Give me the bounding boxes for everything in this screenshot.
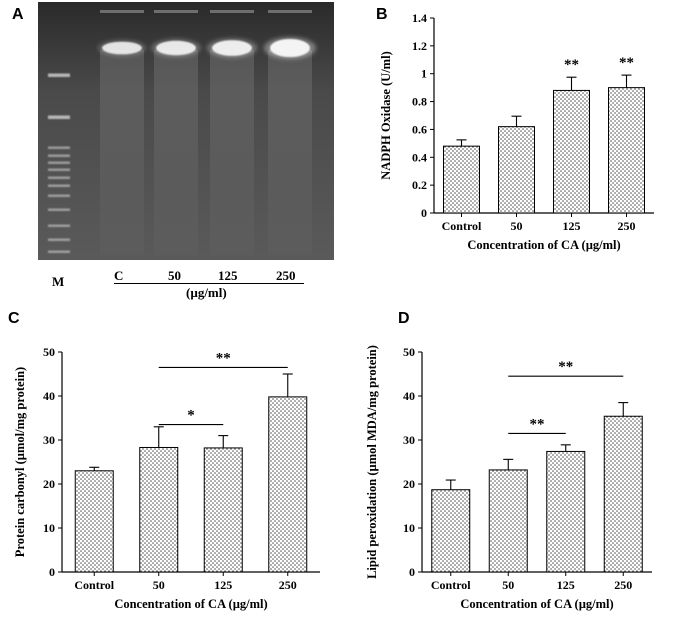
lane-well: [210, 10, 254, 13]
marker-band: [48, 154, 70, 157]
x-tick-label: 250: [279, 578, 297, 592]
bracket-label: **: [530, 416, 545, 432]
bracket-label: **: [216, 350, 231, 366]
bar-250: [268, 396, 308, 573]
marker-band: [48, 224, 70, 227]
bar-125: [203, 447, 243, 573]
bar-Control: [443, 145, 480, 214]
marker-band: [48, 168, 70, 171]
marker-band: [48, 115, 70, 119]
bar-50: [139, 446, 179, 573]
lane-well: [100, 10, 144, 13]
y-tick-label: 40: [43, 389, 55, 403]
bar-50: [488, 469, 528, 573]
y-tick-label: 0: [421, 206, 427, 220]
gel-marker-label: M: [52, 274, 65, 289]
bar-Control: [74, 470, 114, 573]
y-tick-label: 30: [43, 433, 55, 447]
lane-well: [154, 10, 198, 13]
y-axis-title: Protein carbonyl (µmol/mg protein): [13, 367, 27, 557]
x-tick-label: Control: [74, 578, 114, 592]
lane-band: [270, 39, 310, 57]
lane-well: [268, 10, 312, 13]
x-tick-label: 250: [614, 578, 632, 592]
panel-letter-a: A: [12, 6, 24, 23]
y-tick-label: 0.8: [412, 95, 427, 109]
bar-Control: [431, 489, 471, 573]
y-tick-label: 0.4: [412, 150, 427, 164]
lane-smear: [154, 50, 198, 255]
gel-image: [38, 2, 334, 260]
x-tick-label: 50: [511, 219, 523, 233]
x-axis-title: Concentration of CA (µg/ml): [114, 597, 267, 611]
sample-lanes: [97, 10, 316, 255]
y-tick-label: 0: [409, 565, 415, 579]
x-tick-label: Control: [431, 578, 471, 592]
marker-band: [48, 161, 70, 164]
y-tick-label: 10: [43, 521, 55, 535]
x-tick-label: Control: [442, 219, 482, 233]
y-axis-title: NADPH Oxidase (U/ml): [379, 51, 393, 179]
x-axis-title: Concentration of CA (µg/ml): [467, 238, 620, 252]
gel-lane-label-125: 125: [218, 268, 238, 283]
lipid-peroxidation-chart: 0 10 20 30 40 50 Control 50 125 250 ** ** Concentrat…: [365, 345, 652, 611]
marker-band: [48, 184, 70, 187]
nadph-oxidase-chart: 0 0.2 0.4 0.6 0.8 1 1.2 1.4 Control 50 125 250 ** ** C…: [379, 11, 654, 252]
lane-band: [102, 41, 142, 55]
y-tick-label: 50: [403, 345, 415, 359]
gel-unit-line: [114, 283, 304, 284]
lane-smear: [268, 50, 312, 255]
bracket-label: *: [187, 408, 195, 424]
y-tick-label: 20: [43, 477, 55, 491]
gel-lane-label-250: 250: [276, 268, 296, 283]
marker-band: [48, 176, 70, 179]
marker-ladder: [48, 73, 70, 253]
marker-band: [48, 73, 70, 77]
bar-125: [553, 89, 590, 214]
y-tick-label: 1.2: [412, 39, 427, 53]
marker-band: [48, 238, 70, 241]
lane-band: [156, 40, 196, 56]
y-tick-label: 20: [403, 477, 415, 491]
y-tick-label: 0.2: [412, 178, 427, 192]
lane-smear: [100, 50, 144, 255]
gel-panel: M C 50 125 250 (µg/ml): [0, 0, 340, 300]
x-tick-label: 250: [618, 219, 636, 233]
marker-band: [48, 250, 70, 253]
bracket-label: **: [558, 359, 573, 375]
lane-band: [212, 40, 252, 56]
panel-letter-d: D: [398, 310, 410, 327]
y-axis-title: Lipid peroxidation (µmol MDA/mg protein): [365, 345, 379, 579]
y-tick-label: 1: [421, 67, 427, 81]
bar-125: [546, 450, 586, 573]
gel-lane-label-50: 50: [168, 268, 181, 283]
lane-smear: [210, 50, 254, 255]
marker-band: [48, 146, 70, 149]
panel-letter-c: C: [8, 310, 20, 327]
y-tick-label: 50: [43, 345, 55, 359]
x-tick-label: 125: [557, 578, 575, 592]
panel-letter-b: B: [376, 6, 388, 23]
significance-label: **: [564, 57, 579, 73]
x-tick-label: 125: [214, 578, 232, 592]
y-tick-label: 0: [49, 565, 55, 579]
gel-unit-label: (µg/ml): [186, 285, 227, 300]
significance-label: **: [619, 55, 634, 71]
bar-250: [603, 415, 643, 573]
x-tick-label: 50: [502, 578, 514, 592]
x-axis-title: Concentration of CA (µg/ml): [460, 597, 613, 611]
bar-250: [608, 87, 645, 214]
y-tick-label: 10: [403, 521, 415, 535]
marker-band: [48, 194, 70, 197]
gel-lane-label-c: C: [114, 268, 124, 283]
y-tick-label: 1.4: [412, 11, 427, 25]
y-tick-label: 40: [403, 389, 415, 403]
bar-50: [498, 126, 535, 214]
y-tick-label: 30: [403, 433, 415, 447]
marker-band: [48, 208, 70, 211]
y-tick-label: 0.6: [412, 122, 427, 136]
x-tick-label: 50: [153, 578, 165, 592]
x-tick-label: 125: [563, 219, 581, 233]
